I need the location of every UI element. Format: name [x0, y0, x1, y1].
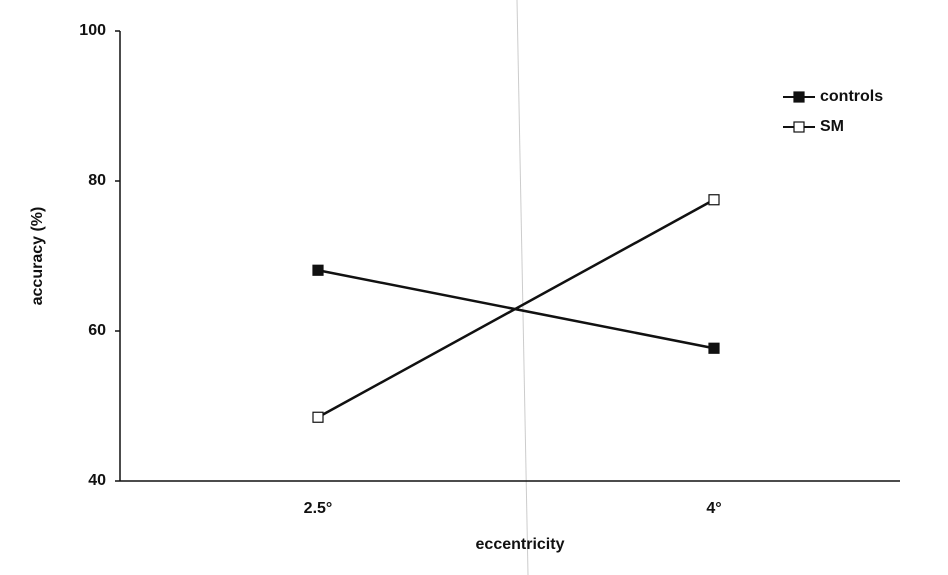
- legend-marker: [793, 91, 805, 103]
- legend-label: controls: [820, 88, 883, 105]
- scan-fold: [516, 0, 529, 575]
- series-line: [317, 198, 715, 419]
- x-tick-label: 2.5°: [304, 500, 333, 517]
- y-tick-label: 80: [88, 172, 106, 189]
- marker: [312, 411, 324, 423]
- y-axis-title: accuracy (%): [29, 207, 46, 306]
- legend-label: SM: [820, 118, 844, 135]
- marker: [708, 342, 720, 354]
- marker: [312, 264, 324, 276]
- marker: [708, 194, 720, 206]
- legend-marker: [793, 121, 805, 133]
- x-axis-title: eccentricity: [476, 536, 565, 553]
- x-tick-label: 4°: [706, 500, 721, 517]
- y-tick-label: 100: [79, 22, 106, 39]
- y-tick-label: 60: [88, 322, 106, 339]
- y-tick-label: 40: [88, 472, 106, 489]
